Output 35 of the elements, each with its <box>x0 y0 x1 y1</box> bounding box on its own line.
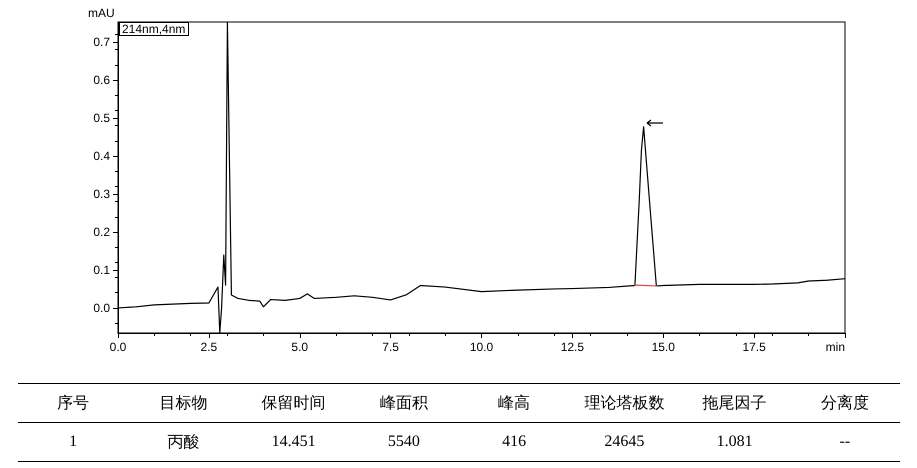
annotation: 214nm,4nm <box>122 22 186 36</box>
text: 24645 <box>569 422 680 462</box>
text: 峰面积 <box>348 384 459 422</box>
y-tick-label: 0.5 <box>93 111 110 126</box>
y-axis-title: mAU <box>88 6 115 20</box>
x-tick-label: 15.0 <box>652 340 676 354</box>
x-tick-label: 10.0 <box>470 340 494 354</box>
y-tick-label: 0.7 <box>93 35 110 50</box>
text: 14.451 <box>238 422 349 462</box>
text: 5540 <box>348 422 459 462</box>
x-tick-label: 12.5 <box>560 340 584 354</box>
x-tick-label: 2.5 <box>200 340 218 354</box>
y-tick-label: 0.4 <box>93 149 110 164</box>
x-tick-label: 7.5 <box>382 340 400 354</box>
y-tick-label: 0.1 <box>93 262 110 277</box>
x-axis-title: min <box>826 340 845 354</box>
text: -- <box>790 422 900 462</box>
y-tick-label: 0.6 <box>93 73 110 88</box>
text: 峰高 <box>459 384 570 422</box>
text: 1.081 <box>680 422 790 462</box>
y-tick-label: 0.3 <box>93 187 110 202</box>
x-tick-label: 17.5 <box>742 340 766 354</box>
text: 理论塔板数 <box>569 384 680 422</box>
text: 拖尾因子 <box>680 384 790 422</box>
text: 1 <box>18 422 128 462</box>
text: 序号 <box>18 384 128 422</box>
text: 416 <box>459 422 570 462</box>
text: 保留时间 <box>238 384 349 422</box>
x-tick-label: 0.0 <box>110 340 127 354</box>
y-tick-label: 0.0 <box>93 300 110 315</box>
text: 丙酸 <box>128 422 238 462</box>
text: 分离度 <box>790 384 900 422</box>
y-tick-label: 0.2 <box>93 224 110 239</box>
x-tick-label: 5.0 <box>291 340 308 354</box>
text: 目标物 <box>128 384 238 422</box>
